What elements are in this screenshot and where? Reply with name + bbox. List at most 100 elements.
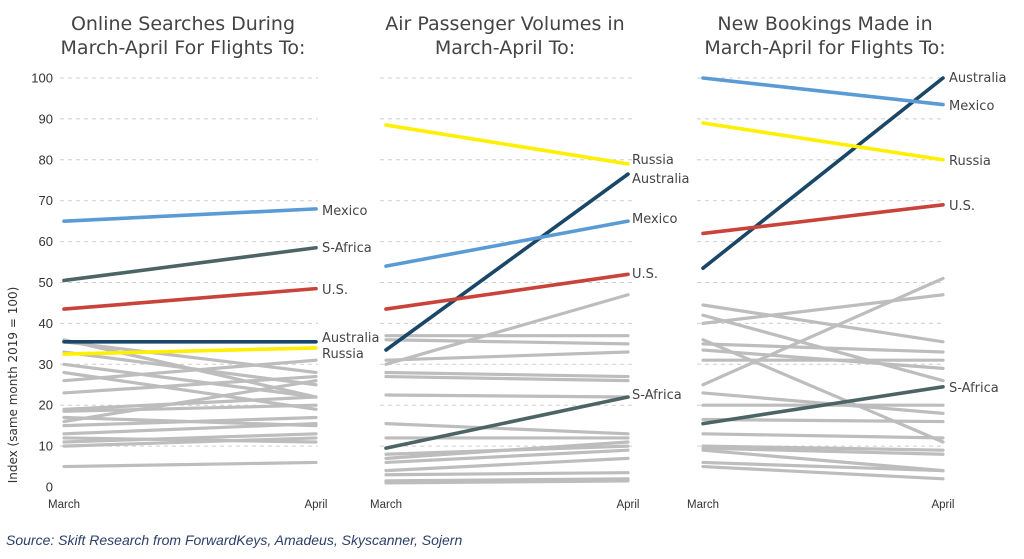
series-label-russia: Russia [322,347,364,362]
background-series-line [384,338,630,346]
background-series-line [62,436,318,444]
series-line-s-africa [384,395,630,450]
series-label-s-africa: S-Africa [949,381,999,396]
y-tick-label: 100 [31,71,53,86]
y-tick-label: 0 [46,480,53,495]
series-line-u-s- [62,286,318,311]
background-series-line [384,456,630,473]
series-label-australia: Australia [322,331,380,346]
y-tick-label: 70 [39,193,53,208]
x-axis-ticks: March April March April March April [48,499,954,511]
background-series-line [701,276,945,387]
series-line-mexico [384,219,630,268]
panel-title-line: March-April for Flights To: [704,37,945,59]
background-series-line [384,479,630,485]
background-series-line [62,395,318,411]
series-line-australia [701,76,945,270]
series-line-australia [384,172,630,352]
background-series-line [701,391,945,415]
background-series-line [384,393,630,399]
y-axis-label: Index (same month 2019 = 100) [6,287,20,484]
background-series-line [701,432,945,440]
background-series-line [701,448,945,473]
series-line-mexico [701,76,945,107]
background-series-line [384,471,630,477]
y-tick-label: 60 [39,234,53,249]
background-series-line [384,440,630,460]
background-series-line [701,446,945,456]
series-label-mexico: Mexico [632,212,677,227]
background-series-line [384,370,630,379]
series-label-s-africa: S-Africa [322,241,372,256]
series-label-australia: Australia [949,71,1007,86]
y-tick-label: 50 [39,275,53,290]
y-tick-label: 10 [39,439,53,454]
background-series-line [62,460,318,469]
series-line-russia [701,121,945,162]
series-labels: MexicoS-AfricaU.S.AustraliaRussiaRussiaA… [322,71,1007,403]
series-label-s-africa: S-Africa [632,388,682,403]
series-line-russia [62,346,318,356]
background-series-line [701,338,945,444]
y-tick-label: 90 [39,111,53,126]
background-series-line [62,403,318,413]
series-line-s-africa [62,245,318,283]
series-label-mexico: Mexico [322,204,367,219]
background-series-line [384,448,630,465]
panel-title-line: Online Searches During [71,13,295,35]
x-tick-label: April [304,499,327,511]
background-series-line [384,293,630,366]
background-series-line [62,362,318,399]
background-series-line [384,374,630,383]
series-line-s-africa [701,384,945,426]
background-series-line [701,464,945,481]
background-series-line [701,460,945,473]
background-series-line [384,477,630,483]
background-series-line [701,303,945,344]
series-label-u-s-: U.S. [322,283,348,298]
panel-title-line: March-April For Flights To: [61,37,306,59]
background-series-line [384,422,630,436]
source-note: Source: Skift Research from ForwardKeys,… [6,532,462,548]
background-series-line [62,374,318,395]
background-series-line [62,436,318,448]
panel-title-line: March-April To: [435,37,575,59]
series-label-u-s-: U.S. [632,267,658,282]
background-series-line [701,417,945,424]
x-tick-label: April [616,499,639,511]
series-label-mexico: Mexico [949,99,994,114]
panel-title-line: Air Passenger Volumes in [385,13,624,35]
background-series-line [701,342,945,354]
x-tick-label: March [48,499,80,511]
background-series-line [62,422,318,436]
highlighted-series [62,76,945,450]
series-label-u-s-: U.S. [949,199,975,214]
series-label-russia: Russia [949,154,991,169]
y-axis-ticks: 0 10 20 30 40 50 60 70 80 90 100 [31,71,53,495]
y-tick-label: 30 [39,357,53,372]
background-series-line [62,340,318,375]
series-line-u-s- [384,272,630,311]
background-series-line [62,379,318,424]
background-series-line [701,444,945,452]
y-tick-label: 20 [39,398,53,413]
y-tick-label: 40 [39,316,53,331]
series-label-australia: Australia [632,172,690,187]
x-tick-label: March [687,499,719,511]
series-line-russia [384,123,630,166]
series-label-russia: Russia [632,153,674,168]
background-series-line [62,415,318,428]
background-lines [62,276,945,485]
x-tick-label: March [370,499,402,511]
background-series-line [701,293,945,325]
series-line-mexico [62,207,318,223]
background-series-line [62,358,318,383]
y-tick-label: 80 [39,152,53,167]
x-tick-label: April [931,499,954,511]
background-series-line [62,432,318,444]
panel-title-line: New Bookings Made in [717,13,932,35]
series-line-u-s- [701,202,945,236]
background-series-line [384,350,630,362]
